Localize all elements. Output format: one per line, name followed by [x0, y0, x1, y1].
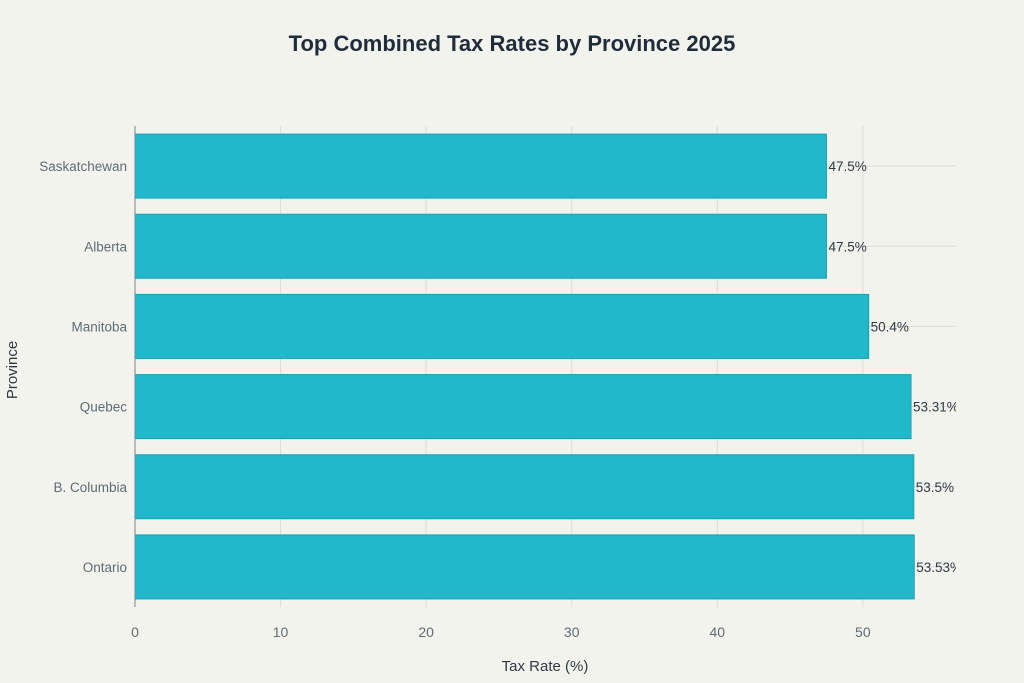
y-tick-labels: Saskatchewan Alberta Manitoba Quebec B. Colu…	[39, 159, 127, 575]
bar-alberta	[134, 213, 827, 279]
bar-ontario	[134, 534, 915, 600]
bar-b-columbia	[134, 454, 915, 520]
data-labels: 47.5% 47.5% 50.4% 53.31% 53.5% 53.53%	[828, 159, 962, 575]
x-tick-label: 10	[273, 624, 289, 640]
data-label: 53.5%	[916, 480, 954, 495]
data-label: 53.31%	[913, 400, 959, 415]
y-axis-label: Province	[4, 341, 21, 399]
x-tick-label: 50	[855, 624, 871, 640]
data-label: 53.53%	[916, 560, 962, 575]
chart-title: Top Combined Tax Rates by Province 2025	[289, 31, 736, 56]
x-tick-labels: 0 10 20 30 40 50	[131, 624, 871, 640]
x-tick-label: 20	[418, 624, 434, 640]
y-tick-label: Manitoba	[71, 319, 127, 334]
data-label: 50.4%	[871, 319, 909, 334]
x-tick-label: 40	[709, 624, 725, 640]
y-tick-label: Alberta	[84, 239, 127, 254]
y-tick-label: Saskatchewan	[39, 159, 127, 174]
bars	[134, 133, 915, 600]
x-tick-label: 0	[131, 624, 139, 640]
y-tick-label: B. Columbia	[53, 480, 127, 495]
x-axis-label: Tax Rate (%)	[502, 658, 589, 675]
bar-saskatchewan	[134, 133, 827, 199]
bar-manitoba	[134, 293, 870, 359]
y-tick-label: Ontario	[83, 560, 127, 575]
data-label: 47.5%	[828, 159, 866, 174]
bar-quebec	[134, 374, 912, 440]
data-label: 47.5%	[828, 239, 866, 254]
x-tick-label: 30	[564, 624, 580, 640]
y-tick-label: Quebec	[80, 400, 128, 415]
